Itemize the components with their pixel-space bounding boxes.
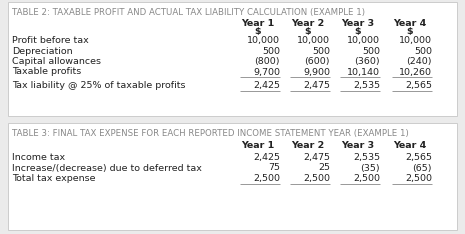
Text: 500: 500 [262, 47, 280, 55]
Text: Taxable profits: Taxable profits [12, 67, 81, 77]
Text: Year 4: Year 4 [393, 19, 426, 28]
Text: $: $ [407, 27, 413, 36]
Text: Income tax: Income tax [12, 153, 65, 162]
Text: Year 3: Year 3 [341, 19, 375, 28]
Text: (240): (240) [406, 57, 432, 66]
Text: Tax liability @ 25% of taxable profits: Tax liability @ 25% of taxable profits [12, 81, 186, 90]
Text: 2,565: 2,565 [405, 153, 432, 162]
Text: 10,000: 10,000 [247, 36, 280, 45]
Text: 75: 75 [268, 164, 280, 172]
Text: 2,425: 2,425 [253, 81, 280, 90]
Text: 10,000: 10,000 [347, 36, 380, 45]
Text: Year 1: Year 1 [241, 19, 275, 28]
Text: 2,500: 2,500 [405, 174, 432, 183]
Text: 2,535: 2,535 [353, 153, 380, 162]
Text: Year 1: Year 1 [241, 141, 275, 150]
Text: Capital allowances: Capital allowances [12, 57, 101, 66]
Text: $: $ [255, 27, 261, 36]
Text: Depreciation: Depreciation [12, 47, 73, 55]
FancyBboxPatch shape [8, 2, 457, 116]
Text: Increase/(decrease) due to deferred tax: Increase/(decrease) due to deferred tax [12, 164, 202, 172]
Text: 2,500: 2,500 [253, 174, 280, 183]
Text: 9,700: 9,700 [253, 67, 280, 77]
FancyBboxPatch shape [8, 123, 457, 230]
Text: 10,260: 10,260 [399, 67, 432, 77]
Text: Year 2: Year 2 [292, 141, 325, 150]
Text: TABLE 3: FINAL TAX EXPENSE FOR EACH REPORTED INCOME STATEMENT YEAR (EXAMPLE 1): TABLE 3: FINAL TAX EXPENSE FOR EACH REPO… [12, 129, 409, 138]
Text: Year 3: Year 3 [341, 141, 375, 150]
Text: (35): (35) [360, 164, 380, 172]
Text: $: $ [355, 27, 361, 36]
Text: (65): (65) [412, 164, 432, 172]
Text: (360): (360) [354, 57, 380, 66]
Text: 10,000: 10,000 [399, 36, 432, 45]
Text: 500: 500 [312, 47, 330, 55]
Text: (600): (600) [305, 57, 330, 66]
Text: $: $ [305, 27, 311, 36]
Text: 9,900: 9,900 [303, 67, 330, 77]
Text: TABLE 2: TAXABLE PROFIT AND ACTUAL TAX LIABILITY CALCULATION (EXAMPLE 1): TABLE 2: TAXABLE PROFIT AND ACTUAL TAX L… [12, 8, 365, 17]
Text: Year 4: Year 4 [393, 141, 426, 150]
Text: 25: 25 [318, 164, 330, 172]
Text: Year 2: Year 2 [292, 19, 325, 28]
Text: 2,535: 2,535 [353, 81, 380, 90]
Text: 2,475: 2,475 [303, 81, 330, 90]
Text: 2,425: 2,425 [253, 153, 280, 162]
Text: (800): (800) [254, 57, 280, 66]
Text: 2,500: 2,500 [353, 174, 380, 183]
Text: 500: 500 [362, 47, 380, 55]
Text: 10,140: 10,140 [347, 67, 380, 77]
Text: 10,000: 10,000 [297, 36, 330, 45]
Text: 2,500: 2,500 [303, 174, 330, 183]
Text: 500: 500 [414, 47, 432, 55]
Text: Total tax expense: Total tax expense [12, 174, 95, 183]
Text: 2,565: 2,565 [405, 81, 432, 90]
Text: Profit before tax: Profit before tax [12, 36, 89, 45]
Text: 2,475: 2,475 [303, 153, 330, 162]
